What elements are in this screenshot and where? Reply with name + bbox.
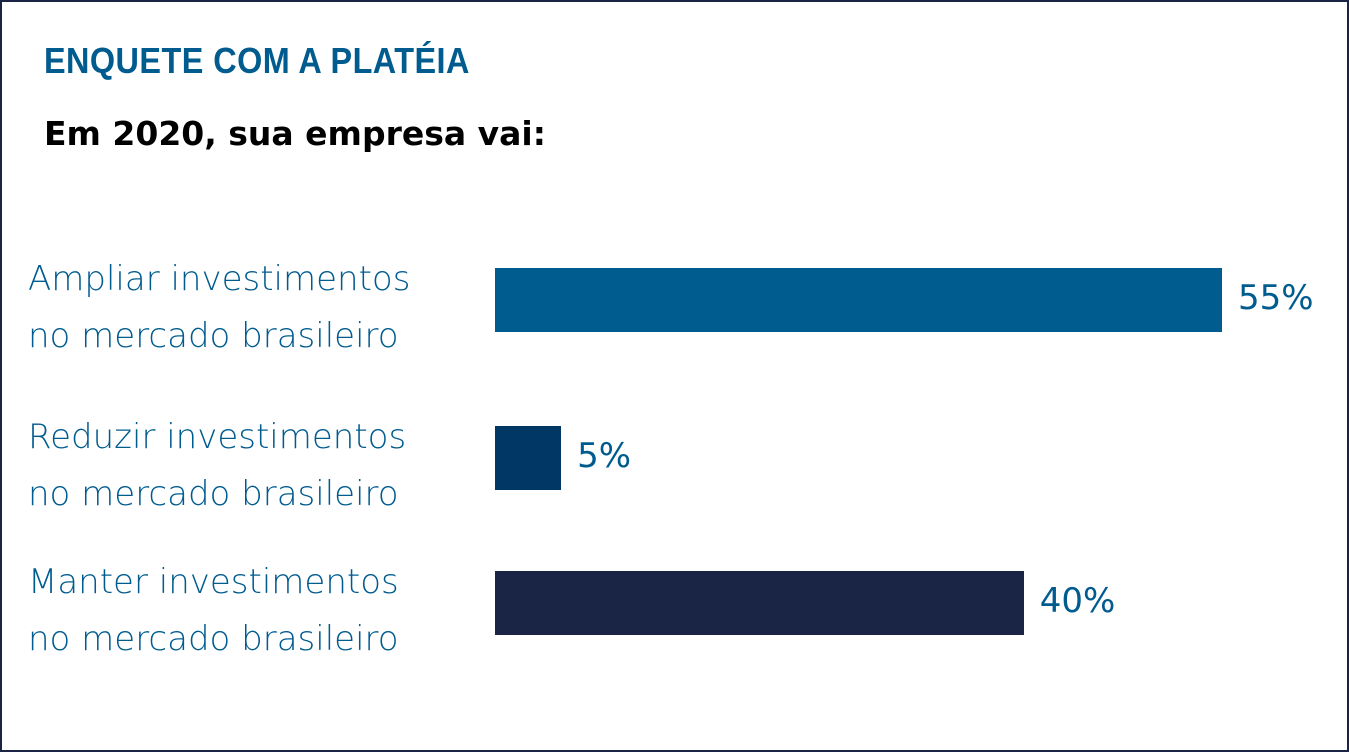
chart-subtitle: Em 2020, sua empresa vai: xyxy=(44,114,546,153)
value-label: 5% xyxy=(577,436,632,476)
bar xyxy=(495,268,1222,332)
value-label: 55% xyxy=(1238,278,1314,318)
bar xyxy=(495,426,562,490)
bar xyxy=(495,571,1024,635)
category-label: Ampliar investimentos no mercado brasile… xyxy=(28,259,411,356)
category-label: Manter investimentos no mercado brasilei… xyxy=(28,562,399,659)
value-label: 40% xyxy=(1039,581,1116,621)
chart-title: ENQUETE COM A PLATÉIA xyxy=(44,40,470,81)
category-label: Reduzir investimentos no mercado brasile… xyxy=(28,417,407,514)
